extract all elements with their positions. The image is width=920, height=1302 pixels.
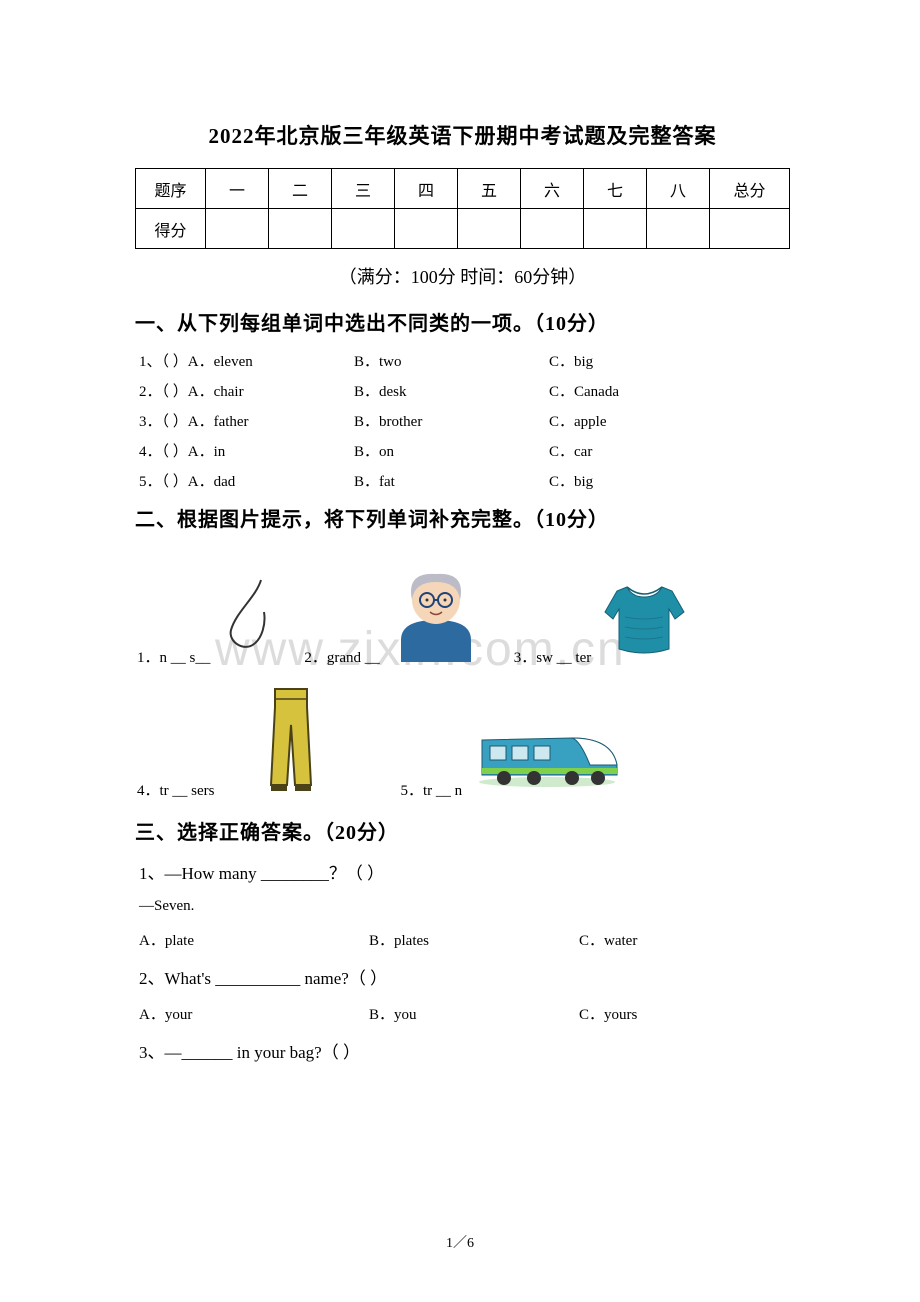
s1-q1-b: B．two (354, 350, 549, 371)
s2-item3-label: 3．sw __ ter (514, 646, 592, 667)
s1-q1-a: 1、（ ）A．eleven (139, 350, 354, 371)
exam-meta: （满分：100分 时间：60分钟） (135, 263, 790, 289)
nose-icon (216, 572, 286, 667)
th-3: 三 (332, 169, 395, 209)
s3-q1-opts: A．plate B．plates C．water (139, 929, 790, 950)
td-empty (521, 209, 584, 249)
td-empty (206, 209, 269, 249)
s1-q4-a: 4．（ ）A．in (139, 440, 354, 461)
picture-row-2: 4．tr __ sers 5．tr __ n (135, 685, 790, 800)
s2-item5-label: 5．tr __ n (401, 779, 463, 800)
s1-q3: 3．（ ）A．father B．brother C．apple (139, 410, 790, 431)
s2-item1-label: 1．n __ s__ (137, 646, 210, 667)
s1-q3-a: 3．（ ）A．father (139, 410, 354, 431)
picture-row-1: 1．n __ s__ 2．grand __ 3．sw __ ter (135, 562, 790, 667)
train-icon (472, 720, 622, 800)
th-seq: 题序 (136, 169, 206, 209)
s1-q5-a: 5．（ ）A．dad (139, 470, 354, 491)
s3-q3-prompt: 3、—______ in your bag?（ ） (139, 1038, 790, 1063)
td-empty (710, 209, 790, 249)
s3-q1-answer: —Seven. (139, 898, 790, 915)
s1-q2-c: C．Canada (549, 380, 790, 401)
th-2: 二 (269, 169, 332, 209)
s3-q2-a: A．your (139, 1003, 369, 1024)
th-6: 六 (521, 169, 584, 209)
s3-q1-a: A．plate (139, 929, 369, 950)
s1-q1-c: C．big (549, 350, 790, 371)
s1-q2: 2．（ ）A．chair B．desk C．Canada (139, 380, 790, 401)
section3-heading: 三、选择正确答案。（20分） (135, 816, 790, 845)
td-empty (395, 209, 458, 249)
s1-q2-a: 2．（ ）A．chair (139, 380, 354, 401)
s3-q2-b: B．you (369, 1003, 579, 1024)
table-row: 得分 (136, 209, 790, 249)
s1-q4-b: B．on (354, 440, 549, 461)
s1-q5-b: B．fat (354, 470, 549, 491)
page-title: 2022年北京版三年级英语下册期中考试题及完整答案 (135, 120, 790, 150)
s2-item4-label: 4．tr __ sers (137, 779, 215, 800)
s3-q1-b: B．plates (369, 929, 579, 950)
th-1: 一 (206, 169, 269, 209)
table-row: 题序 一 二 三 四 五 六 七 八 总分 (136, 169, 790, 209)
s1-q4: 4．（ ）A．in B．on C．car (139, 440, 790, 461)
th-5: 五 (458, 169, 521, 209)
th-7: 七 (584, 169, 647, 209)
trousers-icon (261, 685, 321, 800)
th-8: 八 (647, 169, 710, 209)
page-footer: 1／6 (0, 1232, 920, 1252)
s1-q4-c: C．car (549, 440, 790, 461)
s2-item2-label: 2．grand __ (304, 646, 379, 667)
s1-q2-b: B．desk (354, 380, 549, 401)
td-empty (647, 209, 710, 249)
th-total: 总分 (710, 169, 790, 209)
td-empty (332, 209, 395, 249)
s1-q1: 1、（ ）A．eleven B．two C．big (139, 350, 790, 371)
td-score-label: 得分 (136, 209, 206, 249)
s3-q1-c: C．water (579, 929, 790, 950)
sweater-icon (597, 577, 692, 667)
s3-q2-opts: A．your B．you C．yours (139, 1003, 790, 1024)
s3-q1-prompt: 1、—How many ________？（ ） (139, 859, 790, 884)
s1-q5-c: C．big (549, 470, 790, 491)
grandma-icon (386, 562, 486, 667)
s1-q3-c: C．apple (549, 410, 790, 431)
td-empty (584, 209, 647, 249)
th-4: 四 (395, 169, 458, 209)
s1-q3-b: B．brother (354, 410, 549, 431)
section1-heading: 一、从下列每组单词中选出不同类的一项。（10分） (135, 307, 790, 336)
s3-q2-c: C．yours (579, 1003, 790, 1024)
s3-q2-prompt: 2、What's __________ name?（ ） (139, 964, 790, 989)
s1-q5: 5．（ ）A．dad B．fat C．big (139, 470, 790, 491)
section2-heading: 二、根据图片提示，将下列单词补充完整。（10分） (135, 503, 790, 532)
td-empty (269, 209, 332, 249)
td-empty (458, 209, 521, 249)
score-table: 题序 一 二 三 四 五 六 七 八 总分 得分 (135, 168, 790, 249)
